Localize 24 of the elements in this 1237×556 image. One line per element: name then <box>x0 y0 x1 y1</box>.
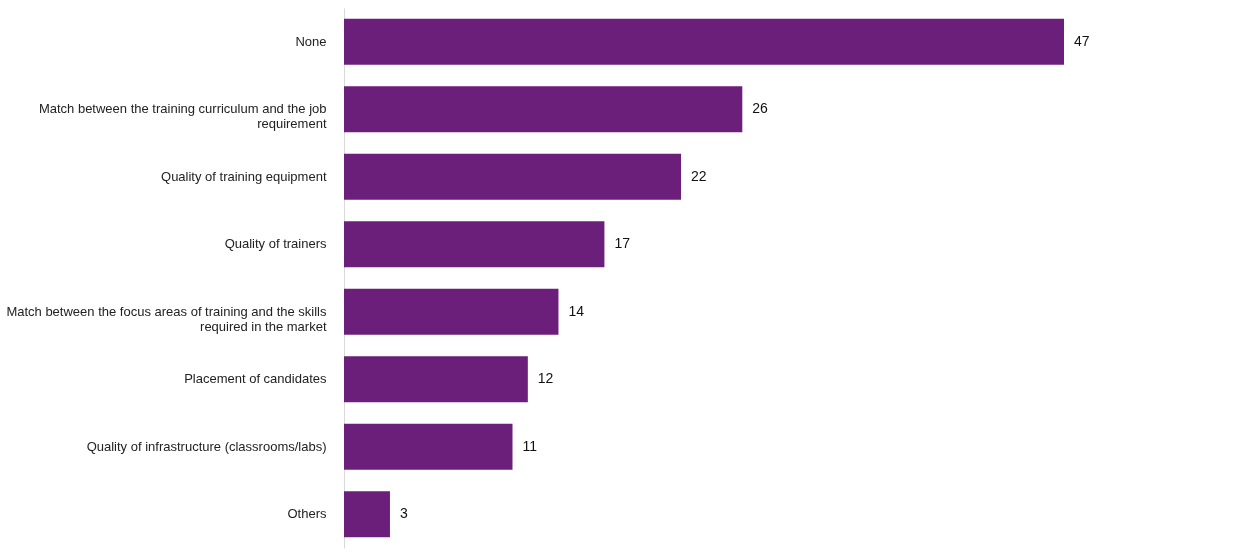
bar <box>344 288 559 335</box>
bar <box>344 221 605 268</box>
bar <box>344 356 528 403</box>
bar <box>344 491 390 538</box>
data-label: 22 <box>691 167 707 184</box>
bar <box>344 423 513 470</box>
data-label: 3 <box>399 505 408 522</box>
y-tick-label: Match between the training curriculum and the job requirement <box>38 101 327 132</box>
y-tick-label: Placement of candidates <box>184 371 327 387</box>
bar <box>344 18 1064 65</box>
data-label: 47 <box>1074 32 1090 49</box>
y-tick-label: None <box>295 33 327 49</box>
y-tick-label: Quality of trainers <box>224 236 327 252</box>
data-label: 14 <box>568 302 585 319</box>
data-label: 11 <box>522 437 538 454</box>
data-label: 17 <box>614 235 631 252</box>
bar <box>344 86 743 133</box>
y-tick-label: Match between the focus areas of training and the skills required in the market <box>6 303 327 334</box>
y-tick-label: Quality of infrastructure (classrooms/labs) <box>86 438 327 454</box>
data-label: 26 <box>752 100 769 117</box>
data-label: 12 <box>537 370 554 387</box>
y-tick-label: Others <box>287 506 327 522</box>
bar <box>344 153 682 200</box>
y-tick-label: Quality of training equipment <box>161 168 327 184</box>
